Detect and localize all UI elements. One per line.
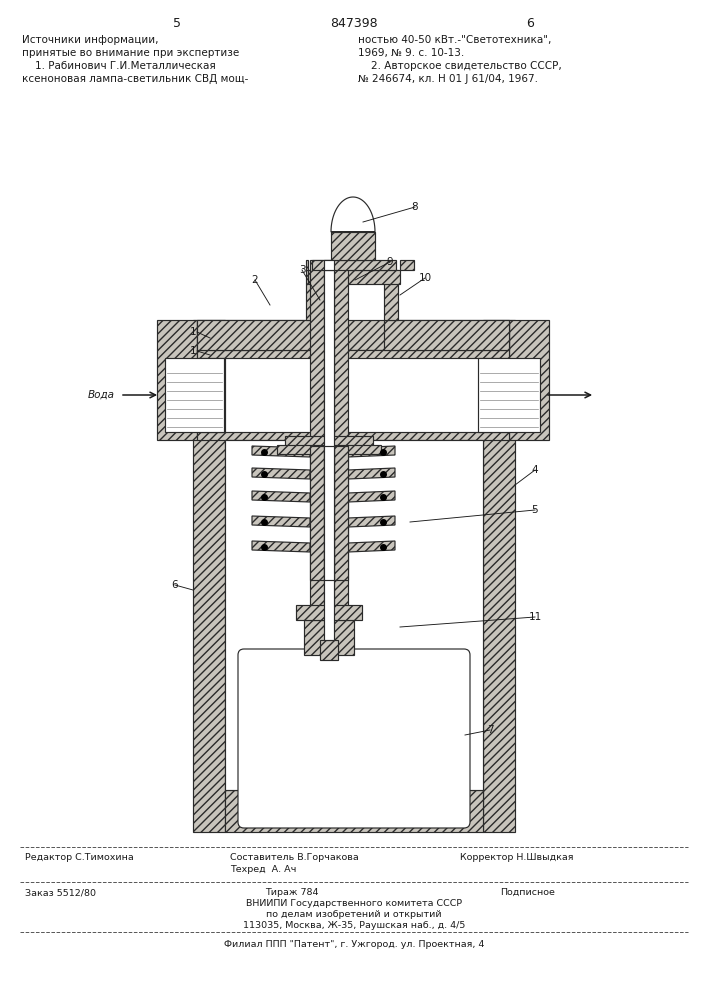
Bar	[225, 440, 483, 790]
Text: 6: 6	[526, 17, 534, 30]
Polygon shape	[331, 197, 375, 232]
Text: Источники информации,: Источники информации,	[22, 35, 158, 45]
Bar	[285, 436, 373, 446]
Bar	[197, 432, 509, 440]
Text: Подписное: Подписное	[500, 888, 555, 897]
Text: 2. Авторское свидетельство СССР,: 2. Авторское свидетельство СССР,	[358, 61, 562, 71]
Text: Редактор С.Тимохина: Редактор С.Тимохина	[25, 853, 134, 862]
Text: по делам изобретений и открытий: по делам изобретений и открытий	[267, 910, 442, 919]
Text: 11: 11	[528, 612, 542, 622]
Text: 2: 2	[252, 275, 258, 285]
Text: 5: 5	[173, 17, 181, 30]
Bar	[312, 260, 396, 270]
Text: ностью 40-50 кВт.-"Светотехника",: ностью 40-50 кВт.-"Светотехника",	[358, 35, 551, 45]
Bar	[306, 270, 320, 320]
Text: Техред  А. Ач: Техред А. Ач	[230, 865, 296, 874]
Text: 5: 5	[532, 505, 538, 515]
FancyBboxPatch shape	[238, 649, 470, 828]
Bar	[324, 260, 334, 640]
Polygon shape	[252, 446, 310, 457]
Text: Вода: Вода	[88, 390, 115, 400]
Polygon shape	[348, 516, 395, 527]
Text: № 246674, кл. Н 01 J 61/04, 1967.: № 246674, кл. Н 01 J 61/04, 1967.	[358, 74, 538, 84]
Bar	[157, 320, 197, 440]
Polygon shape	[348, 446, 395, 457]
Polygon shape	[252, 541, 310, 552]
Text: 3: 3	[298, 265, 305, 275]
Text: 10: 10	[419, 273, 431, 283]
Text: ксеноновая лампа-светильник СВД мощ-: ксеноновая лампа-светильник СВД мощ-	[22, 74, 248, 84]
Bar	[324, 260, 334, 270]
Bar	[225, 790, 483, 832]
Bar	[306, 260, 308, 270]
Text: 7: 7	[486, 725, 493, 735]
Polygon shape	[348, 468, 395, 479]
Text: 1: 1	[189, 327, 197, 337]
Text: ВНИИПИ Государственного комитета СССР: ВНИИПИ Государственного комитета СССР	[246, 899, 462, 908]
Text: 1969, № 9. с. 10-13.: 1969, № 9. с. 10-13.	[358, 48, 464, 58]
Text: 847398: 847398	[330, 17, 378, 30]
Bar	[509, 320, 549, 440]
Polygon shape	[348, 541, 395, 552]
Bar	[296, 605, 362, 620]
Bar	[320, 640, 338, 660]
Bar	[310, 446, 324, 580]
Text: Филиал ППП "Патент", г. Ужгород. ул. Проектная, 4: Филиал ППП "Патент", г. Ужгород. ул. Про…	[224, 940, 484, 949]
Bar	[310, 260, 324, 640]
Bar	[165, 358, 224, 432]
Text: 4: 4	[532, 465, 538, 475]
Polygon shape	[384, 320, 509, 350]
Text: Заказ 5512/80: Заказ 5512/80	[25, 888, 96, 897]
Text: Составитель В.Горчакова: Составитель В.Горчакова	[230, 853, 358, 862]
Text: Тираж 784: Тираж 784	[265, 888, 318, 897]
Polygon shape	[348, 491, 395, 502]
Bar	[193, 320, 225, 832]
Text: 6: 6	[172, 580, 178, 590]
Bar	[331, 232, 375, 260]
Bar	[324, 446, 334, 580]
Text: 9: 9	[387, 257, 393, 267]
Bar	[384, 270, 398, 320]
Bar	[400, 260, 414, 270]
Text: 1. Рабинович Г.И.Металлическая: 1. Рабинович Г.И.Металлическая	[22, 61, 216, 71]
Polygon shape	[252, 516, 310, 527]
Bar	[197, 350, 509, 358]
Polygon shape	[197, 320, 320, 350]
Bar	[197, 320, 509, 350]
Text: Корректор Н.Швыдкая: Корректор Н.Швыдкая	[460, 853, 573, 862]
Bar	[478, 358, 540, 432]
Text: принятые во внимание при экспертизе: принятые во внимание при экспертизе	[22, 48, 239, 58]
Bar	[277, 445, 381, 454]
Text: 113035, Москва, Ж-35, Раушская наб., д. 4/5: 113035, Москва, Ж-35, Раушская наб., д. …	[243, 921, 465, 930]
Bar	[308, 270, 400, 284]
Bar	[483, 320, 515, 832]
Text: 8: 8	[411, 202, 419, 212]
Polygon shape	[252, 468, 310, 479]
Polygon shape	[252, 491, 310, 502]
Text: 1: 1	[189, 346, 197, 356]
Bar	[334, 260, 348, 640]
Bar	[334, 446, 348, 580]
Bar	[304, 620, 354, 655]
